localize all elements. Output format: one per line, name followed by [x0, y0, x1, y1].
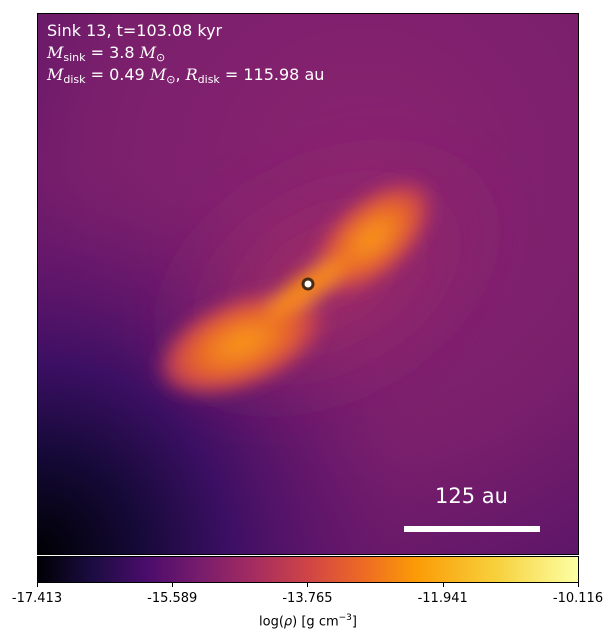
colorbar-tick: [578, 583, 579, 587]
sink-mass-label: Msink = 3.8 M⊙: [47, 43, 166, 65]
colorbar-tick: [37, 583, 38, 587]
density-image: [38, 14, 578, 554]
disk-lobes: [152, 176, 438, 400]
colorbar-tick-label: -15.589: [147, 591, 198, 606]
sink-title: Sink 13, t=103.08 kyr: [47, 21, 223, 40]
colorbar: [37, 556, 579, 583]
colorbar-tick-label: -11.941: [417, 591, 468, 606]
sink-marker: [301, 277, 315, 291]
scale-bar-label: 125 au: [435, 484, 508, 508]
colorbar-tick: [442, 583, 444, 587]
density-map: Sink 13, t=103.08 kyr Msink = 3.8 M⊙ Mdi…: [37, 13, 579, 555]
colorbar-tick: [172, 583, 174, 587]
colorbar-label: log(ρ) [g cm−3]: [259, 613, 357, 630]
disk-properties-label: Mdisk = 0.49 M⊙, Rdisk = 115.98 au: [47, 65, 325, 87]
scale-bar: [404, 526, 540, 532]
colorbar-tick-label: -10.116: [552, 591, 604, 606]
colorbar-tick: [307, 583, 309, 587]
colorbar-tick-label: -13.765: [282, 591, 333, 606]
colorbar-tick-label: -17.413: [11, 591, 63, 606]
